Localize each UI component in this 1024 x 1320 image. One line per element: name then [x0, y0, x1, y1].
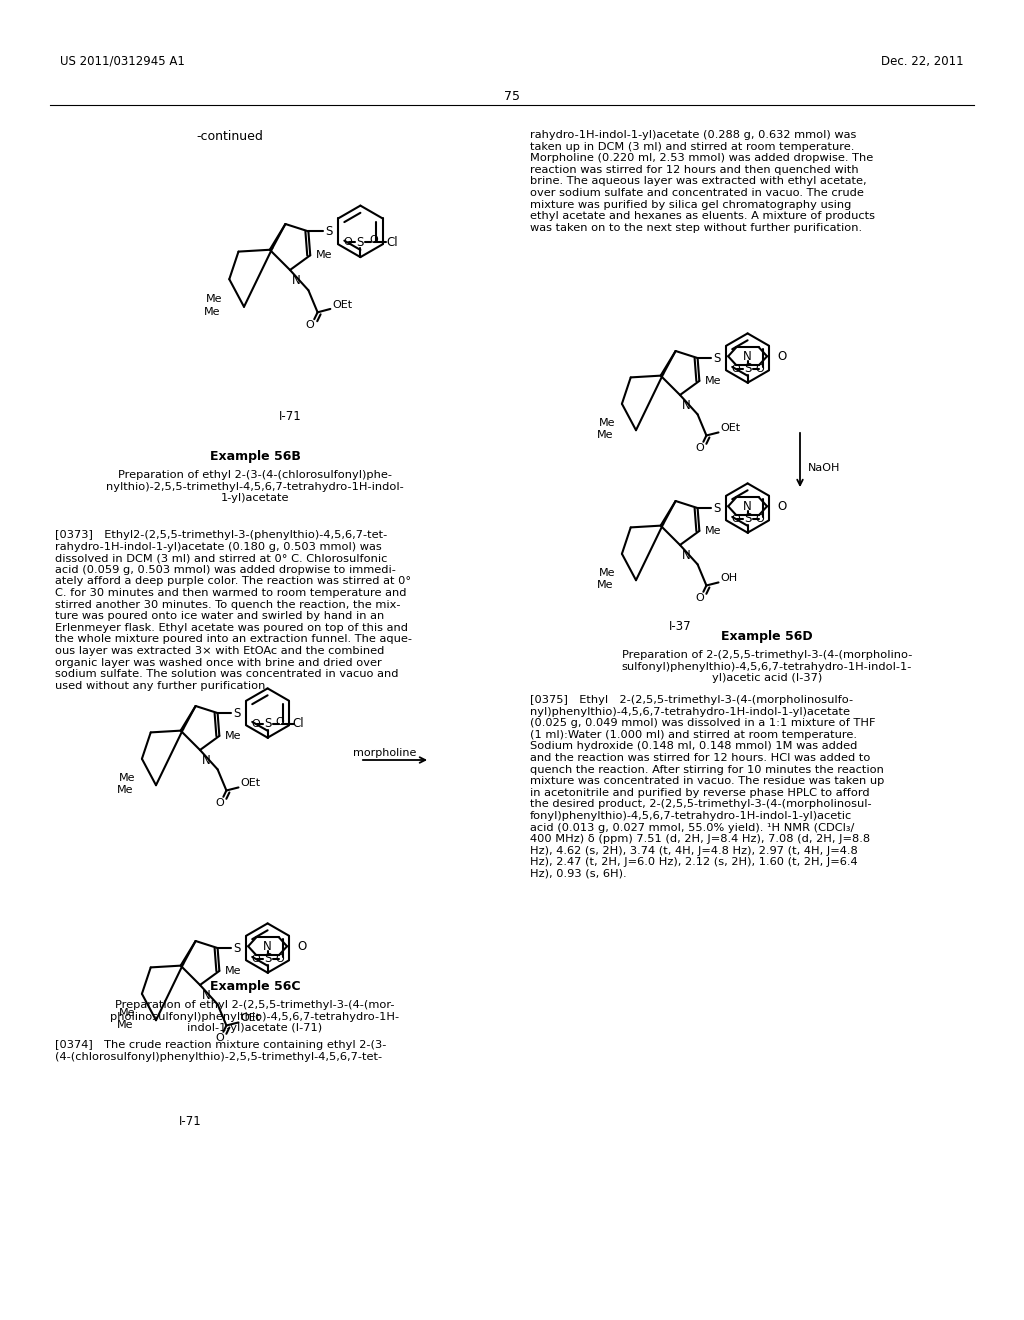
- Text: O: O: [215, 797, 223, 808]
- Text: Me: Me: [705, 525, 721, 536]
- Text: Preparation of ethyl 2-(3-(4-(chlorosulfonyl)phe-
nylthio)-2,5,5-trimethyl-4,5,6: Preparation of ethyl 2-(3-(4-(chlorosulf…: [106, 470, 403, 503]
- Text: I-37: I-37: [669, 620, 691, 634]
- Text: S: S: [264, 717, 271, 730]
- Text: N: N: [202, 989, 211, 1002]
- Text: Me: Me: [117, 785, 133, 796]
- Text: OH: OH: [721, 573, 737, 583]
- Text: Dec. 22, 2011: Dec. 22, 2011: [882, 55, 964, 69]
- Text: O: O: [695, 442, 703, 453]
- Text: S: S: [233, 941, 241, 954]
- Text: S: S: [714, 502, 721, 515]
- Text: N: N: [743, 500, 752, 512]
- Text: Me: Me: [705, 376, 721, 385]
- Text: Preparation of ethyl 2-(2,5,5-trimethyl-3-(4-(mor-
pholinosulfonyl)phenylthio)-4: Preparation of ethyl 2-(2,5,5-trimethyl-…: [111, 1001, 399, 1034]
- Text: Example 56D: Example 56D: [721, 630, 813, 643]
- Text: OEt: OEt: [721, 424, 740, 433]
- Text: Me: Me: [206, 294, 222, 305]
- Text: N: N: [263, 940, 272, 953]
- Text: S: S: [743, 512, 752, 525]
- Text: O: O: [251, 718, 260, 729]
- Text: Me: Me: [315, 251, 332, 260]
- Text: N: N: [292, 273, 301, 286]
- Text: Me: Me: [598, 568, 614, 578]
- Text: Me: Me: [204, 308, 220, 317]
- Text: O: O: [777, 500, 786, 512]
- Text: Example 56B: Example 56B: [210, 450, 300, 463]
- Text: O: O: [756, 513, 764, 524]
- Text: Preparation of 2-(2,5,5-trimethyl-3-(4-(morpholino-
sulfonyl)phenylthio)-4,5,6,7: Preparation of 2-(2,5,5-trimethyl-3-(4-(…: [622, 649, 912, 684]
- Text: [0375] Ethyl 2-(2,5,5-trimethyl-3-(4-(morpholinosulfo-
nyl)phenylthio)-4,5,6,7-t: [0375] Ethyl 2-(2,5,5-trimethyl-3-(4-(mo…: [530, 696, 885, 879]
- Text: Me: Me: [119, 774, 135, 783]
- Text: Me: Me: [224, 731, 241, 741]
- Text: S: S: [743, 362, 752, 375]
- Text: rahydro-1H-indol-1-yl)acetate (0.288 g, 0.632 mmol) was
taken up in DCM (3 ml) a: rahydro-1H-indol-1-yl)acetate (0.288 g, …: [530, 129, 874, 232]
- Text: Cl: Cl: [292, 717, 304, 730]
- Text: O: O: [731, 363, 739, 374]
- Text: O: O: [369, 235, 378, 246]
- Text: [0373] Ethyl2-(2,5,5-trimethyl-3-(phenylthio)-4,5,6,7-tet-
rahydro-1H-indol-1-yl: [0373] Ethyl2-(2,5,5-trimethyl-3-(phenyl…: [55, 531, 412, 690]
- Text: O: O: [695, 593, 703, 603]
- Text: S: S: [356, 236, 365, 249]
- Text: Example 56C: Example 56C: [210, 979, 300, 993]
- Text: N: N: [682, 399, 690, 412]
- Text: US 2011/0312945 A1: US 2011/0312945 A1: [60, 55, 185, 69]
- Text: [0374] The crude reaction mixture containing ethyl 2-(3-
(4-(chlorosulfonyl)phen: [0374] The crude reaction mixture contai…: [55, 1040, 386, 1061]
- Text: S: S: [325, 224, 333, 238]
- Text: S: S: [233, 706, 241, 719]
- Text: Me: Me: [598, 418, 614, 428]
- Text: O: O: [306, 321, 314, 330]
- Text: O: O: [215, 1032, 223, 1043]
- Text: Me: Me: [224, 966, 241, 975]
- Text: NaOH: NaOH: [808, 463, 841, 473]
- Text: O: O: [343, 238, 352, 247]
- Text: O: O: [756, 363, 764, 374]
- Text: O: O: [777, 350, 786, 363]
- Text: N: N: [682, 549, 690, 561]
- Text: OEt: OEt: [241, 1014, 260, 1023]
- Text: O: O: [297, 940, 306, 953]
- Text: Me: Me: [597, 581, 613, 590]
- Text: I-71: I-71: [178, 1115, 202, 1129]
- Text: O: O: [275, 717, 285, 726]
- Text: 75: 75: [504, 90, 520, 103]
- Text: N: N: [743, 350, 752, 363]
- Text: I-71: I-71: [279, 411, 301, 422]
- Text: N: N: [202, 754, 211, 767]
- Text: O: O: [251, 953, 260, 964]
- Text: S: S: [264, 952, 271, 965]
- Text: -continued: -continued: [197, 129, 263, 143]
- Text: OEt: OEt: [333, 300, 352, 310]
- Text: Me: Me: [119, 1008, 135, 1018]
- Text: O: O: [731, 513, 739, 524]
- Text: Me: Me: [597, 430, 613, 441]
- Text: Me: Me: [117, 1020, 133, 1031]
- Text: O: O: [275, 953, 285, 964]
- Text: Cl: Cl: [386, 236, 397, 249]
- Text: morpholine: morpholine: [353, 748, 417, 758]
- Text: S: S: [714, 351, 721, 364]
- Text: OEt: OEt: [241, 779, 260, 788]
